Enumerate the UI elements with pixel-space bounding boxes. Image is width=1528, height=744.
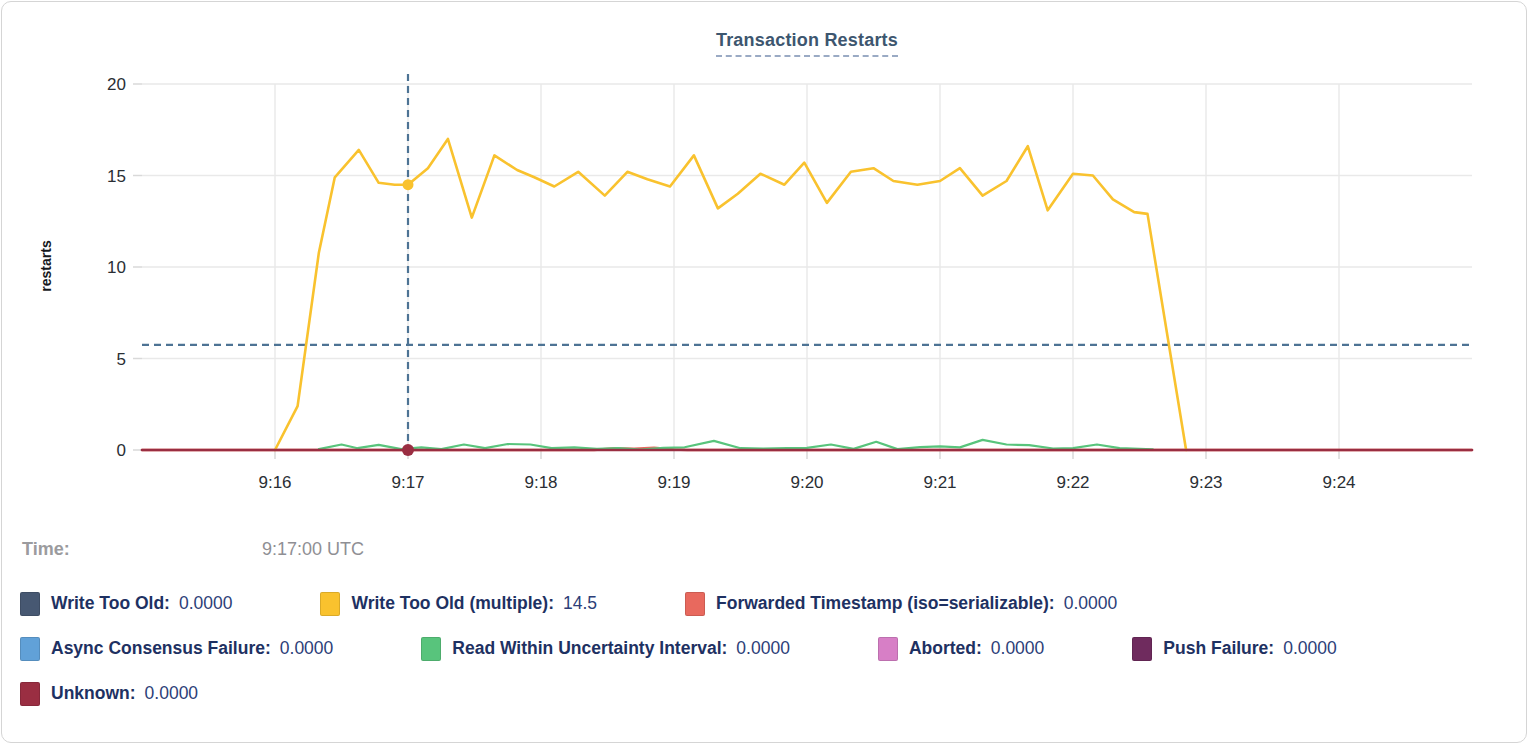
legend-label: Async Consensus Failure:	[51, 638, 271, 659]
x-tick-label: 9:19	[657, 473, 690, 492]
hover-point-write-too-old-multiple	[403, 179, 414, 190]
legend-swatch-write-too-old-multiple	[320, 592, 340, 616]
legend-value: 14.5	[563, 593, 597, 614]
legend-value: 0.0000	[991, 638, 1045, 659]
y-tick-label: 20	[107, 75, 126, 94]
legend-swatch-forwarded-timestamp-iso-serializable	[685, 592, 705, 616]
x-tick-label: 9:21	[923, 473, 956, 492]
legend-label: Write Too Old (multiple):	[351, 593, 554, 614]
hover-time-label: Time:	[22, 539, 70, 559]
legend-value: 0.0000	[1064, 593, 1118, 614]
metric-chart-card: Transaction Restarts restarts 051015209:…	[1, 1, 1527, 743]
legend-label: Aborted:	[909, 638, 982, 659]
legend-swatch-read-within-uncertainty-interval	[421, 637, 441, 661]
legend-swatch-async-consensus-failure	[20, 637, 40, 661]
x-tick-label: 9:16	[258, 473, 291, 492]
legend-item-aborted: Aborted: 0.0000	[878, 636, 1044, 661]
legend-label: Push Failure:	[1163, 638, 1274, 659]
hover-point-unknown	[402, 444, 414, 456]
x-tick-label: 9:18	[524, 473, 557, 492]
legend-value: 0.0000	[1283, 638, 1337, 659]
legend-value: 0.0000	[145, 683, 199, 704]
legend-swatch-push-failure	[1132, 637, 1152, 661]
legend-item-unknown: Unknown: 0.0000	[20, 681, 198, 706]
legend-swatch-write-too-old	[20, 592, 40, 616]
y-tick-label: 0	[117, 441, 126, 460]
x-tick-label: 9:23	[1189, 473, 1222, 492]
legend-item-async-consensus-failure: Async Consensus Failure: 0.0000	[20, 636, 333, 661]
x-tick-label: 9:22	[1056, 473, 1089, 492]
series-line-read-within-uncertainty-interval	[319, 440, 1153, 450]
hover-time-value: 9:17:00 UTC	[262, 539, 364, 560]
chart-legend: Write Too Old: 0.0000 Write Too Old (multi…	[20, 591, 1516, 706]
legend-item-read-within-uncertainty-interval: Read Within Uncertainty Interval: 0.0000	[421, 636, 790, 661]
legend-label: Read Within Uncertainty Interval:	[452, 638, 727, 659]
y-tick-label: 5	[117, 350, 126, 369]
legend-label: Forwarded Timestamp (iso=serializable):	[716, 593, 1055, 614]
legend-value: 0.0000	[280, 638, 334, 659]
legend-value: 0.0000	[179, 593, 233, 614]
legend-value: 0.0000	[736, 638, 790, 659]
legend-item-forwarded-timestamp-iso-serializable: Forwarded Timestamp (iso=serializable): 0…	[685, 591, 1117, 616]
hover-readout-time-row: Time: 9:17:00 UTC	[22, 539, 722, 563]
x-tick-label: 9:17	[391, 473, 424, 492]
transaction-restarts-line-chart[interactable]: 0 5 10 15 20 9:16 9:17 9:18 9:19 9:20 9:21 9:22 9:23…	[2, 2, 1527, 522]
legend-item-write-too-old-multiple: Write Too Old (multiple): 14.5	[320, 591, 597, 616]
legend-label: Unknown:	[51, 683, 136, 704]
legend-label: Write Too Old:	[51, 593, 170, 614]
legend-swatch-aborted	[878, 637, 898, 661]
y-tick-label: 15	[107, 167, 126, 186]
x-tick-label: 9:20	[790, 473, 823, 492]
legend-swatch-unknown	[20, 682, 40, 706]
x-tick-label: 9:24	[1322, 473, 1355, 492]
legend-item-write-too-old: Write Too Old: 0.0000	[20, 591, 232, 616]
legend-item-push-failure: Push Failure: 0.0000	[1132, 636, 1336, 661]
y-tick-label: 10	[107, 258, 126, 277]
